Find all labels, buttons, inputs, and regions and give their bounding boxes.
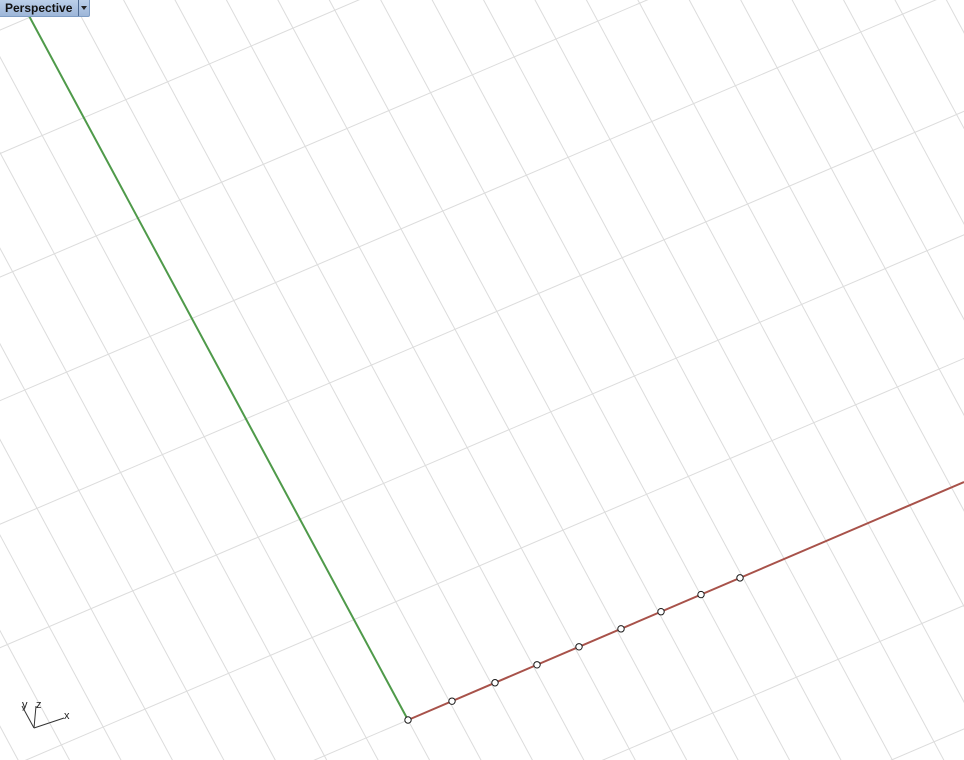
grid-line — [0, 0, 964, 589]
grid-line — [0, 0, 964, 87]
control-point[interactable] — [575, 643, 583, 651]
grid-line — [0, 750, 964, 760]
control-point[interactable] — [448, 697, 456, 705]
control-point[interactable] — [404, 716, 412, 724]
dropdown-triangle-icon — [81, 6, 88, 10]
grid-line — [0, 449, 964, 760]
control-point[interactable] — [533, 661, 541, 669]
grid-line — [0, 0, 964, 489]
gizmo-z-label: z — [36, 699, 42, 711]
gizmo-x-label: x — [64, 710, 70, 722]
viewport-title[interactable]: Perspective — [5, 1, 73, 15]
gizmo-y-label: y — [22, 699, 28, 711]
control-point[interactable] — [697, 590, 705, 599]
grid-line — [0, 0, 964, 188]
viewport-menu-button[interactable] — [78, 0, 89, 16]
gizmo-x-axis — [33, 717, 65, 729]
grid-line — [0, 349, 964, 760]
viewport-title-tab[interactable]: Perspective — [0, 0, 91, 17]
gizmo-y-axis — [21, 705, 35, 729]
control-point[interactable] — [657, 608, 665, 616]
grid-line — [0, 0, 964, 288]
control-point[interactable] — [491, 679, 499, 687]
y-axis-line — [27, 13, 409, 721]
control-point[interactable] — [736, 574, 744, 582]
world-axes-icon: x y z — [21, 699, 70, 729]
grid-line — [0, 48, 964, 760]
grid-line — [0, 148, 964, 760]
control-points[interactable] — [404, 574, 744, 724]
grid-line — [0, 550, 964, 760]
control-point[interactable] — [617, 625, 625, 633]
gizmo-z-axis — [33, 705, 37, 729]
x-axis-line — [407, 481, 964, 721]
